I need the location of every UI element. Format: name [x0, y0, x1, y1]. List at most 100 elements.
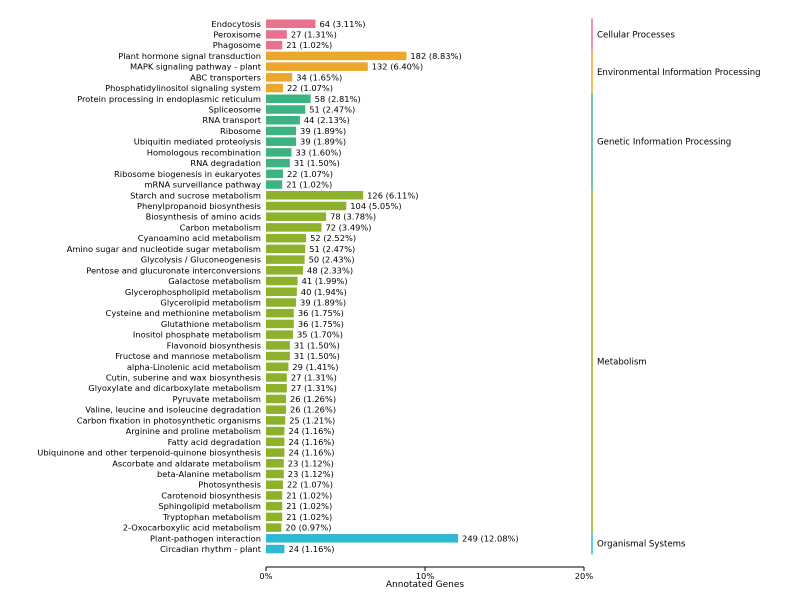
x-tick-label: 10% — [416, 571, 435, 581]
category-label: Pentose and glucuronate interconversions — [86, 265, 261, 275]
data-label: 51 (2.47%) — [309, 105, 355, 115]
category-label: Phosphatidylinositol signaling system — [105, 83, 261, 93]
category-label: Galactose metabolism — [168, 276, 261, 286]
category-label: Starch and sucrose metabolism — [130, 190, 261, 200]
bar — [266, 448, 285, 457]
bar — [266, 255, 305, 264]
data-label: 182 (8.83%) — [410, 51, 461, 61]
category-label: Plant-pathogen interaction — [150, 533, 261, 543]
data-label: 31 (1.50%) — [294, 158, 340, 168]
data-label: 104 (5.05%) — [350, 201, 401, 211]
bar — [266, 362, 289, 372]
bar — [266, 437, 285, 447]
data-label: 21 (1.02%) — [286, 501, 332, 511]
category-label: alpha-Linolenic acid metabolism — [127, 362, 261, 372]
bar — [266, 30, 287, 39]
bar — [266, 62, 368, 71]
bar — [266, 394, 287, 404]
data-label: 27 (1.31%) — [291, 29, 337, 39]
category-label: Carotenoid biosynthesis — [161, 490, 261, 500]
bar — [266, 523, 282, 532]
data-label: 23 (1.12%) — [288, 458, 334, 468]
bar — [266, 544, 285, 554]
bar — [266, 405, 287, 414]
group-brackets-layer: Cellular Processes Environmental Informat… — [591, 18, 761, 555]
x-tick-label: 20% — [575, 571, 594, 581]
category-label: ABC transporters — [190, 72, 261, 82]
bar — [266, 40, 283, 50]
category-label: Endocytosis — [211, 19, 261, 29]
x-tick-label: 0% — [259, 571, 272, 581]
data-label: 33 (1.60%) — [295, 147, 341, 157]
category-label: Fatty acid degradation — [168, 437, 261, 447]
category-label: Phenylpropanoid biosynthesis — [137, 201, 261, 211]
bar — [266, 105, 306, 114]
bar — [266, 501, 283, 511]
category-label: Valine, leucine and isoleucine degradati… — [85, 405, 261, 415]
bar — [266, 158, 290, 168]
data-label: 72 (3.49%) — [325, 222, 371, 232]
data-label: 31 (1.50%) — [294, 340, 340, 350]
data-label: 22 (1.07%) — [287, 169, 333, 179]
data-label: 29 (1.41%) — [292, 362, 338, 372]
data-label: 39 (1.89%) — [300, 126, 346, 136]
category-label: Sphingolipid metabolism — [158, 501, 261, 511]
category-label: Cysteine and methionine metabolism — [106, 308, 261, 318]
category-label: Tryptophan metabolism — [162, 512, 261, 522]
category-label: Biosynthesis of amino acids — [146, 212, 261, 222]
data-label: 20 (0.97%) — [285, 523, 331, 533]
category-label: RNA transport — [202, 115, 261, 125]
bar — [266, 223, 322, 232]
category-label: Flavonoid biosynthesis — [167, 340, 261, 350]
data-label: 132 (6.40%) — [372, 62, 423, 72]
category-label: Protein processing in endoplasmic reticu… — [77, 94, 261, 104]
category-label: Homologous recombination — [147, 147, 261, 157]
bar — [266, 534, 459, 543]
bar — [266, 137, 297, 146]
bar — [266, 383, 287, 393]
bar — [266, 94, 311, 104]
data-label: 249 (12.08%) — [462, 533, 519, 543]
data-label: 39 (1.89%) — [300, 137, 346, 147]
data-label: 25 (1.21%) — [289, 415, 335, 425]
bar — [266, 83, 284, 93]
bar — [266, 191, 364, 200]
data-label: 26 (1.26%) — [290, 394, 336, 404]
data-label: 36 (1.75%) — [298, 319, 344, 329]
data-label: 51 (2.47%) — [309, 244, 355, 254]
data-label: 40 (1.94%) — [301, 287, 347, 297]
x-axis-title: Annotated Genes — [386, 580, 465, 590]
bar — [266, 115, 300, 125]
bar — [266, 244, 306, 254]
data-label: 44 (2.13%) — [304, 115, 350, 125]
bars-layer — [266, 19, 459, 554]
data-label: 27 (1.31%) — [291, 383, 337, 393]
category-label: Carbon fixation in photosynthetic organi… — [77, 415, 261, 425]
bar — [266, 330, 294, 339]
data-label: 24 (1.16%) — [288, 426, 334, 436]
data-label: 78 (3.78%) — [330, 212, 376, 222]
bar — [266, 201, 347, 211]
category-label: Ubiquinone and other terpenoid-quinone b… — [37, 448, 261, 458]
group-label: Organismal Systems — [597, 540, 686, 550]
category-label: Ribosome biogenesis in eukaryotes — [114, 169, 261, 179]
data-label: 22 (1.07%) — [287, 83, 333, 93]
category-label: RNA degradation — [190, 158, 261, 168]
data-label: 27 (1.31%) — [291, 373, 337, 383]
value-labels-layer: 64 (3.11%)27 (1.31%)21 (1.02%)182 (8.83%… — [285, 19, 518, 554]
category-label: Arginine and proline metabolism — [126, 426, 261, 436]
data-label: 35 (1.70%) — [297, 330, 343, 340]
category-label: Glycerophospholipid metabolism — [125, 287, 261, 297]
data-label: 21 (1.02%) — [286, 40, 332, 50]
category-label: Amino sugar and nucleotide sugar metabol… — [67, 244, 261, 254]
category-label: Cyanoamino acid metabolism — [138, 233, 261, 243]
category-label: Carbon metabolism — [180, 222, 261, 232]
data-label: 50 (2.43%) — [309, 255, 355, 265]
bar — [266, 480, 284, 489]
category-label: Cutin, suberine and wax biosynthesis — [106, 373, 261, 383]
data-label: 24 (1.16%) — [288, 544, 334, 554]
category-label: Glycolysis / Gluconeogenesis — [141, 255, 261, 265]
category-label: mRNA surveillance pathway — [144, 180, 261, 190]
x-axis: 0% 10% 20% — [259, 566, 594, 581]
group-label: Metabolism — [597, 357, 647, 367]
